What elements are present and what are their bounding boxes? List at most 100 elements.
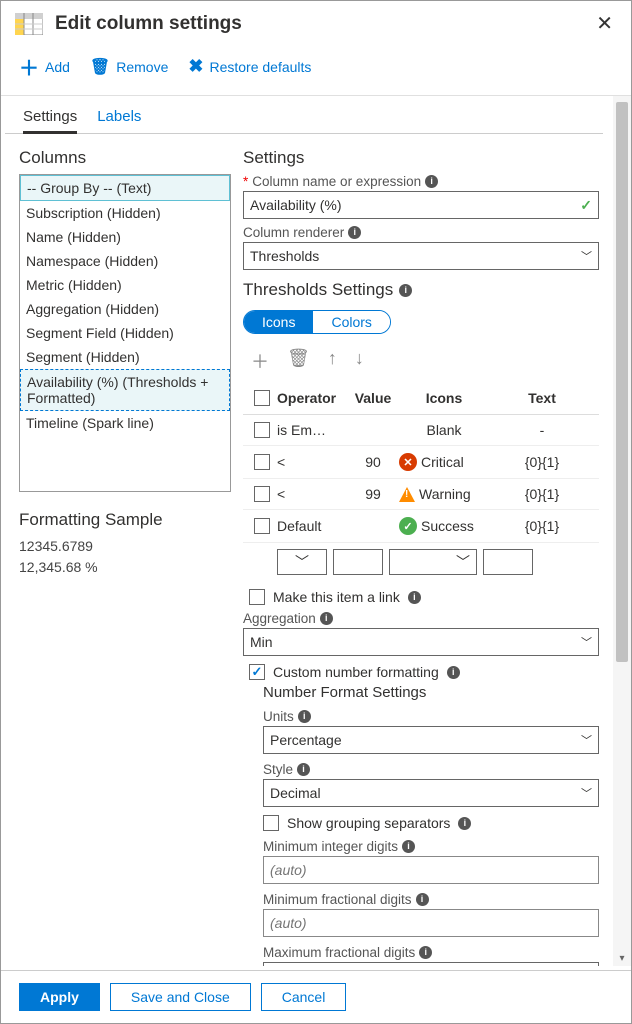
grouping-label: Show grouping separators <box>287 815 450 831</box>
info-icon[interactable]: i <box>408 591 421 604</box>
threshold-row[interactable]: < 90 ✕Critical {0}{1} <box>243 446 599 479</box>
add-button[interactable]: ＋ Add <box>19 52 70 81</box>
max-frac-input[interactable]: 2 ✓ <box>263 962 599 966</box>
critical-icon: ✕ <box>399 453 417 471</box>
new-icon-select[interactable]: ﹀ <box>389 549 477 575</box>
column-item[interactable]: Segment Field (Hidden) <box>20 321 230 345</box>
units-value: Percentage <box>270 732 342 748</box>
pill-icons[interactable]: Icons <box>244 311 313 333</box>
tab-settings[interactable]: Settings <box>23 108 77 134</box>
op-cell: < <box>277 454 347 470</box>
apply-button[interactable]: Apply <box>19 983 100 1011</box>
dialog-title: Edit column settings <box>55 13 592 35</box>
icon-label: Critical <box>421 454 464 470</box>
val-cell: 99 <box>347 486 399 502</box>
select-all-checkbox[interactable] <box>254 390 270 406</box>
cancel-button[interactable]: Cancel <box>261 983 347 1011</box>
info-icon[interactable]: i <box>458 817 471 830</box>
column-item[interactable]: Timeline (Spark line) <box>20 411 230 435</box>
column-item[interactable]: Name (Hidden) <box>20 225 230 249</box>
info-icon[interactable]: i <box>447 666 460 679</box>
custom-number-label: Custom number formatting <box>273 664 439 680</box>
row-checkbox[interactable] <box>254 454 270 470</box>
column-name-input[interactable]: Availability (%) ✓ <box>243 191 599 219</box>
scroll-thumb[interactable] <box>616 102 628 662</box>
column-settings-icon <box>15 12 43 36</box>
pill-colors[interactable]: Colors <box>313 311 389 333</box>
row-checkbox[interactable] <box>254 518 270 534</box>
custom-number-checkbox[interactable] <box>249 664 265 680</box>
toolbar: ＋ Add 🗑 Remove ✖ Restore defaults <box>1 42 631 96</box>
info-icon[interactable]: i <box>399 284 412 297</box>
min-int-input[interactable] <box>263 856 599 884</box>
units-label: Units i <box>263 709 599 724</box>
column-item[interactable]: Subscription (Hidden) <box>20 201 230 225</box>
units-select[interactable]: Percentage ﹀ <box>263 726 599 754</box>
info-icon[interactable]: i <box>425 175 438 188</box>
new-op-select[interactable]: ﹀ <box>277 549 327 575</box>
min-frac-label: Minimum fractional digits i <box>263 892 599 907</box>
text-cell: {0}{1} <box>489 486 595 502</box>
column-item[interactable]: Namespace (Hidden) <box>20 249 230 273</box>
remove-button[interactable]: 🗑 Remove <box>90 57 168 77</box>
min-frac-input[interactable] <box>263 909 599 937</box>
new-value-input[interactable] <box>333 549 383 575</box>
style-value: Decimal <box>270 785 321 801</box>
col-icons: Icons <box>399 390 489 406</box>
add-threshold-icon[interactable]: ＋ <box>251 348 269 374</box>
info-icon[interactable]: i <box>297 763 310 776</box>
chevron-down-icon: ﹀ <box>581 732 592 748</box>
info-icon[interactable]: i <box>419 946 432 959</box>
restore-button[interactable]: ✖ Restore defaults <box>188 56 311 77</box>
columns-heading: Columns <box>19 148 231 168</box>
new-text-input[interactable] <box>483 549 533 575</box>
text-cell: - <box>489 422 595 438</box>
column-item[interactable]: Segment (Hidden) <box>20 345 230 369</box>
close-icon[interactable]: ✕ <box>592 11 617 36</box>
thresholds-table: Operator Value Icons Text is Em… Blank -… <box>243 384 599 581</box>
renderer-label: Column renderer i <box>243 225 599 240</box>
chevron-down-icon: ﹀ <box>581 785 592 801</box>
info-icon[interactable]: i <box>416 893 429 906</box>
make-link-checkbox[interactable] <box>249 589 265 605</box>
column-item[interactable]: -- Group By -- (Text) <box>20 175 230 201</box>
threshold-row[interactable]: < 99 Warning {0}{1} <box>243 479 599 510</box>
threshold-row[interactable]: is Em… Blank - <box>243 415 599 446</box>
trash-icon: 🗑 <box>90 57 110 77</box>
renderer-select[interactable]: Thresholds ﹀ <box>243 242 599 270</box>
scroll-down-icon[interactable]: ▾ <box>613 950 631 966</box>
move-up-icon[interactable]: ↑ <box>328 348 337 374</box>
aggregation-label: Aggregation i <box>243 611 599 626</box>
column-item[interactable]: Metric (Hidden) <box>20 273 230 297</box>
warning-icon <box>399 487 415 502</box>
info-icon[interactable]: i <box>348 226 361 239</box>
save-close-button[interactable]: Save and Close <box>110 983 251 1011</box>
move-down-icon[interactable]: ↓ <box>355 348 364 374</box>
plus-icon: ＋ <box>19 52 39 81</box>
dialog-footer: Apply Save and Close Cancel <box>1 970 631 1023</box>
aggregation-select[interactable]: Min ﹀ <box>243 628 599 656</box>
info-icon[interactable]: i <box>298 710 311 723</box>
row-checkbox[interactable] <box>254 422 270 438</box>
delete-threshold-icon[interactable]: 🗑 <box>287 348 310 374</box>
settings-heading: Settings <box>243 148 599 168</box>
tab-labels[interactable]: Labels <box>97 108 141 133</box>
info-icon[interactable]: i <box>320 612 333 625</box>
grouping-checkbox[interactable] <box>263 815 279 831</box>
scrollbar[interactable]: ▾ <box>613 96 631 966</box>
op-cell: is Em… <box>277 422 347 438</box>
tabs: Settings Labels <box>5 96 603 134</box>
max-frac-label: Maximum fractional digits i <box>263 945 599 960</box>
style-select[interactable]: Decimal ﹀ <box>263 779 599 807</box>
row-checkbox[interactable] <box>254 486 270 502</box>
column-item[interactable]: Aggregation (Hidden) <box>20 297 230 321</box>
col-text: Text <box>489 390 595 406</box>
remove-label: Remove <box>116 59 168 75</box>
chevron-down-icon: ﹀ <box>581 248 592 264</box>
threshold-new-row: ﹀ ﹀ <box>243 543 599 581</box>
column-item-selected[interactable]: Availability (%) (Thresholds + Formatted… <box>20 369 230 411</box>
col-operator: Operator <box>277 390 347 406</box>
threshold-row[interactable]: Default ✓Success {0}{1} <box>243 510 599 543</box>
thresholds-heading: Thresholds Settings i <box>243 280 599 300</box>
info-icon[interactable]: i <box>402 840 415 853</box>
